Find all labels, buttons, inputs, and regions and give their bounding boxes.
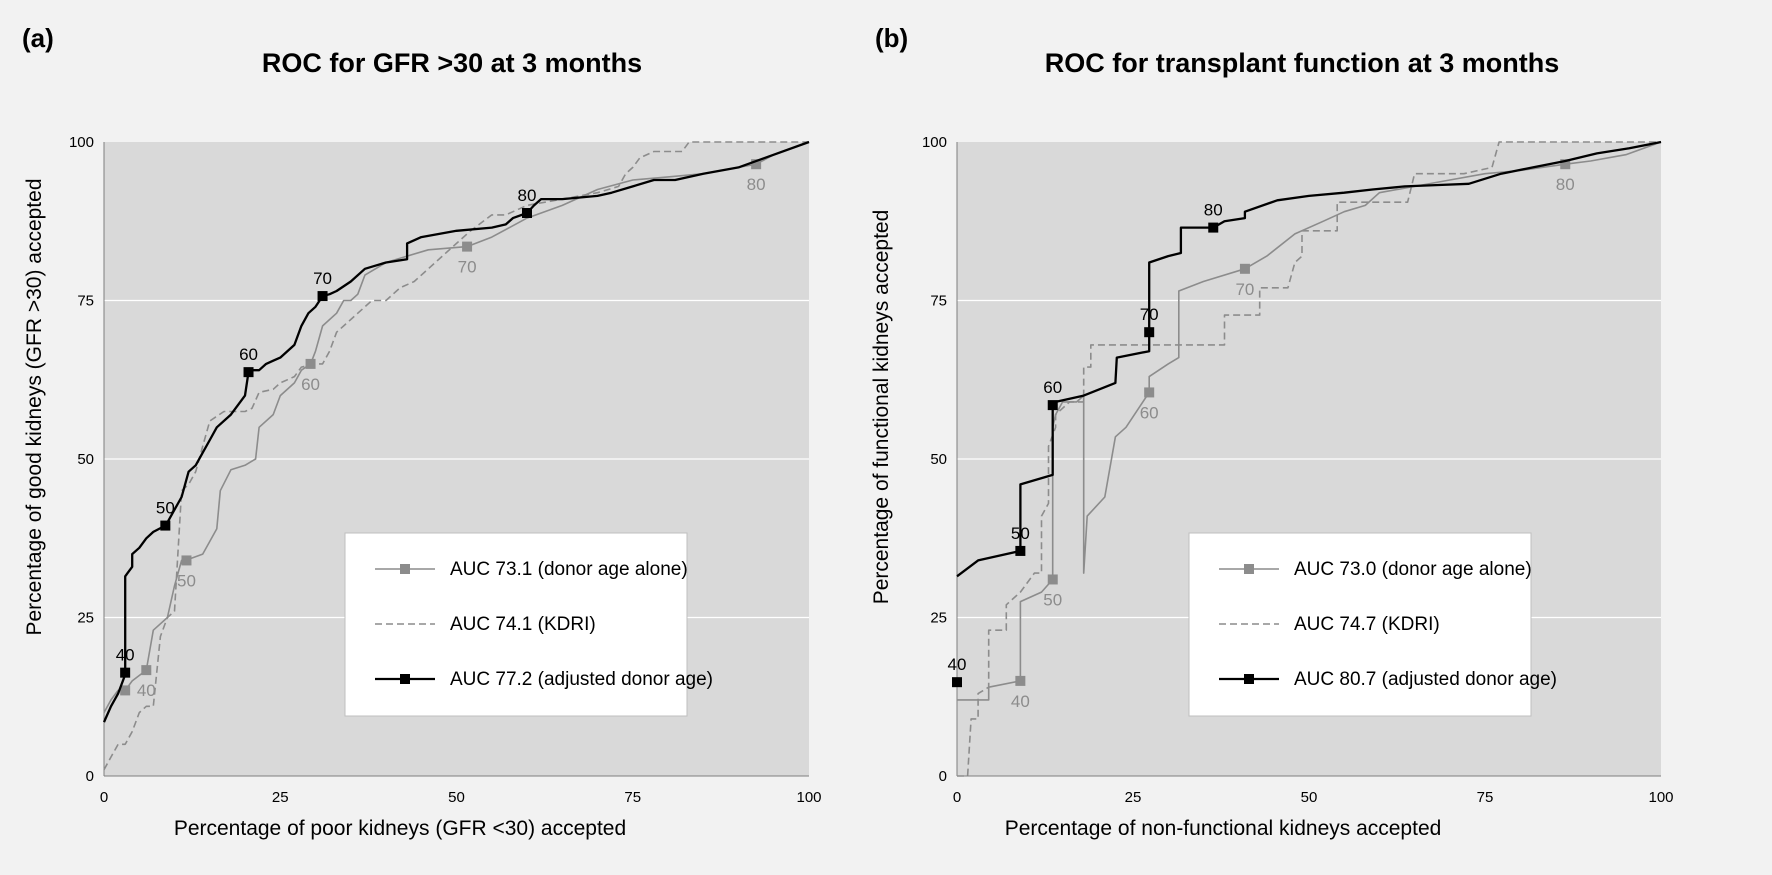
panel-b-y-tick-100: 100 — [922, 134, 947, 151]
panel-a-series-auc-73-1-donor-age-alone-label-80: 80 — [747, 175, 766, 194]
panel-a-series-auc-77-2-adjusted-donor-age: 40 50 60 70 80 — [102, 140, 810, 723]
panel-a-series-auc-77-2-adjusted-donor-age-marker-3 — [317, 291, 328, 302]
panel-a-legend-marker-0 — [400, 564, 410, 574]
panel-a-series-auc-77-2-adjusted-donor-age-label-70: 70 — [313, 269, 332, 288]
panel-b-series-auc-80-7-adjusted-donor-age-label-40: 40 — [948, 655, 967, 674]
panel-a-series-auc-73-1-donor-age-alone: 40 50 60 70 80 — [103, 141, 810, 713]
panel-b-series-auc-73-0-donor-age-alone-label-40: 40 — [1011, 692, 1030, 711]
panel-a-series-auc-73-1-donor-age-alone-marker-5 — [751, 159, 762, 170]
panel-b-x-tick-75: 75 — [1477, 789, 1494, 806]
panel-a-legend-entry-1: AUC 74.1 (KDRI) — [450, 614, 596, 635]
panel-b-series-auc-80-7-adjusted-donor-age: 40 50 60 70 80 — [948, 140, 1662, 688]
panel-b-y-axis-label: Percentage of functional kidneys accepte… — [870, 210, 893, 605]
panel-b-x-axis-label: Percentage of non-functional kidneys acc… — [1005, 817, 1442, 840]
panel-b-legend: AUC 73.0 (donor age alone) AUC 74.7 (KDRI… — [1188, 532, 1557, 717]
panel-b-ticks: 0 25 50 75 100 0 25 50 75 100 — [922, 134, 1674, 806]
panel-b-legend-entry-0: AUC 73.0 (donor age alone) — [1294, 559, 1532, 580]
panel-a-series-auc-73-1-donor-age-alone-label-50: 50 — [177, 571, 196, 590]
panel-b-legend-entry-1: AUC 74.7 (KDRI) — [1294, 614, 1440, 635]
panel-a-series: 40 50 60 70 80 40 50 60 70 80 — [102, 140, 810, 771]
panel-b-legend-marker-0 — [1244, 564, 1254, 574]
panel-b-series-auc-73-0-donor-age-alone-marker-4 — [1560, 159, 1571, 170]
panel-a-series-auc-73-1-donor-age-alone-marker-2 — [181, 555, 192, 566]
panel-b-series-auc-80-7-adjusted-donor-age-label-70: 70 — [1140, 305, 1159, 324]
panel-a-y-tick-25: 25 — [77, 610, 94, 627]
panel-b-series-auc-74-7-kdri — [957, 141, 1661, 777]
panel-b-series-auc-80-7-adjusted-donor-age-marker-0 — [952, 677, 962, 688]
panel-a-y-tick-75: 75 — [77, 293, 94, 310]
panel-b-legend-marker-2 — [1244, 674, 1254, 684]
panel-a-series-auc-77-2-adjusted-donor-age-label-40: 40 — [116, 646, 135, 665]
panel-b-series-auc-73-0-donor-age-alone-marker-2 — [1144, 387, 1155, 398]
panel-a-x-tick-50: 50 — [448, 789, 465, 806]
panel-a-series-auc-73-1-donor-age-alone-line — [103, 141, 810, 713]
panel-a-x-tick-100: 100 — [796, 789, 821, 806]
panel-b-series: 40 50 60 70 80 40 50 60 70 80 — [948, 140, 1662, 777]
panel-a-legend: AUC 73.1 (donor age alone) AUC 74.1 (KDRI… — [344, 532, 713, 717]
panel-a-ticks: 0 25 50 75 100 0 25 50 75 100 — [69, 134, 822, 806]
panel-b-series-auc-73-0-donor-age-alone-label-60: 60 — [1140, 403, 1159, 422]
panel-a-series-auc-73-1-donor-age-alone-marker-1 — [141, 665, 152, 676]
panel-a-series-auc-77-2-adjusted-donor-age-marker-1 — [160, 520, 171, 531]
panel-b-series-auc-80-7-adjusted-donor-age-marker-1 — [1015, 545, 1026, 556]
panel-b-series-auc-73-0-donor-age-alone-marker-3 — [1239, 263, 1250, 274]
panel-a: (a) ROC for GFR >30 at 3 months 40 50 60 70… — [22, 23, 822, 840]
panel-b-title: ROC for transplant function at 3 months — [1045, 48, 1560, 78]
panel-b-series-auc-73-0-donor-age-alone: 40 50 60 70 80 — [957, 141, 1662, 711]
panel-b-label: (b) — [875, 23, 908, 53]
panel-a-x-tick-25: 25 — [272, 789, 289, 806]
panel-b-series-auc-73-0-donor-age-alone-label-50: 50 — [1043, 590, 1062, 609]
panel-a-series-auc-73-1-donor-age-alone-label-60: 60 — [301, 375, 320, 394]
panel-a-y-tick-100: 100 — [69, 134, 94, 151]
panel-a-axes — [103, 142, 809, 777]
panel-a-legend-marker-2 — [400, 674, 410, 684]
panel-a-x-tick-0: 0 — [100, 789, 108, 806]
panel-a-series-auc-73-1-donor-age-alone-marker-0 — [120, 685, 131, 696]
panel-b-series-auc-73-0-donor-age-alone-marker-1 — [1047, 574, 1058, 585]
panel-b-series-auc-80-7-adjusted-donor-age-marker-4 — [1208, 222, 1219, 233]
panel-b-series-auc-80-7-adjusted-donor-age-label-80: 80 — [1204, 201, 1223, 220]
panel-a-y-tick-50: 50 — [77, 451, 94, 468]
panel-a-series-auc-73-1-donor-age-alone-label-70: 70 — [458, 258, 477, 277]
panel-b-x-tick-25: 25 — [1125, 789, 1142, 806]
panel-b-y-tick-75: 75 — [930, 293, 947, 310]
panel-a-series-auc-77-2-adjusted-donor-age-marker-2 — [243, 367, 254, 378]
panel-b-series-auc-80-7-adjusted-donor-age-marker-3 — [1144, 327, 1155, 338]
panel-a-y-tick-0: 0 — [86, 768, 94, 785]
panel-b-x-tick-50: 50 — [1301, 789, 1318, 806]
panel-b-y-tick-0: 0 — [939, 768, 947, 785]
panel-a-series-auc-73-1-donor-age-alone-marker-3 — [305, 358, 316, 369]
panel-b: (b) ROC for transplant function at 3 mon… — [870, 23, 1674, 840]
panel-a-series-auc-77-2-adjusted-donor-age-label-80: 80 — [518, 186, 537, 205]
panel-b-legend-entry-2: AUC 80.7 (adjusted donor age) — [1294, 669, 1557, 690]
panel-b-series-auc-80-7-adjusted-donor-age-marker-2 — [1047, 400, 1058, 411]
panel-a-series-auc-77-2-adjusted-donor-age-marker-4 — [522, 208, 532, 219]
panel-a-legend-entry-2: AUC 77.2 (adjusted donor age) — [450, 669, 713, 690]
panel-b-series-auc-73-0-donor-age-alone-label-80: 80 — [1556, 175, 1575, 194]
panel-b-y-tick-50: 50 — [930, 451, 947, 468]
panel-a-label: (a) — [22, 23, 54, 53]
panel-a-series-auc-77-2-adjusted-donor-age-label-60: 60 — [239, 345, 258, 364]
panel-b-series-auc-80-7-adjusted-donor-age-label-60: 60 — [1043, 378, 1062, 397]
panel-b-series-auc-73-0-donor-age-alone-label-70: 70 — [1235, 280, 1254, 299]
panel-b-x-tick-0: 0 — [953, 789, 961, 806]
panel-a-y-axis-label: Percentage of good kidneys (GFR >30) acc… — [23, 178, 46, 635]
panel-a-legend-entry-0: AUC 73.1 (donor age alone) — [450, 559, 688, 580]
panel-b-y-tick-25: 25 — [930, 610, 947, 627]
panel-a-series-auc-73-1-donor-age-alone-label-40: 40 — [137, 681, 156, 700]
panel-b-x-tick-100: 100 — [1648, 789, 1673, 806]
panel-b-axes — [956, 142, 1661, 777]
panel-a-x-axis-label: Percentage of poor kidneys (GFR <30) acc… — [174, 817, 626, 840]
panel-a-series-auc-73-1-donor-age-alone-marker-4 — [462, 241, 473, 252]
panel-b-series-auc-74-7-kdri-line — [957, 141, 1661, 777]
panel-a-series-auc-77-2-adjusted-donor-age-marker-0 — [120, 667, 131, 678]
panel-b-series-auc-73-0-donor-age-alone-marker-0 — [1015, 675, 1026, 686]
panel-b-series-auc-80-7-adjusted-donor-age-label-50: 50 — [1011, 524, 1030, 543]
panel-a-title: ROC for GFR >30 at 3 months — [262, 48, 642, 78]
panel-a-x-tick-75: 75 — [624, 789, 641, 806]
panel-a-series-auc-77-2-adjusted-donor-age-label-50: 50 — [156, 499, 175, 518]
panel-a-series-auc-77-2-adjusted-donor-age-line — [102, 140, 810, 723]
panel-b-series-auc-73-0-donor-age-alone-line — [957, 141, 1662, 701]
